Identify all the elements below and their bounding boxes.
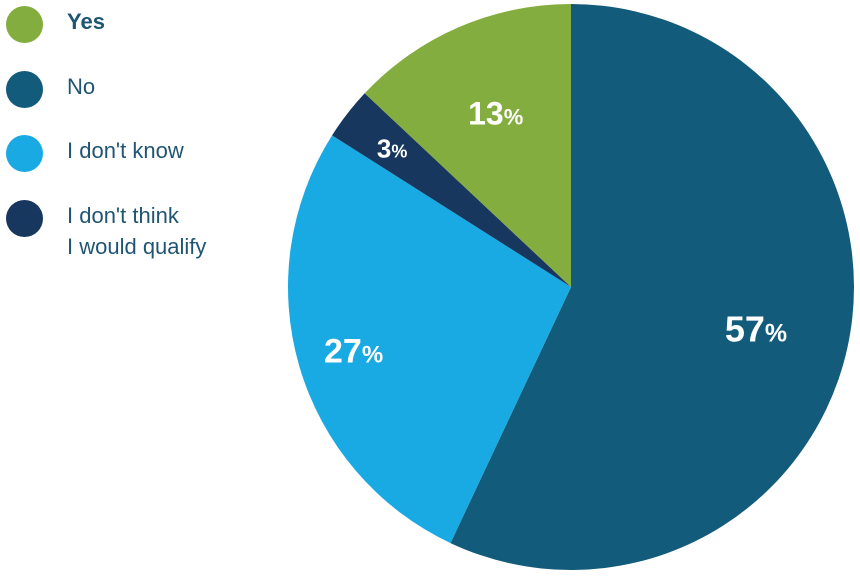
legend-swatch-dont-know	[6, 135, 43, 172]
legend-label-would-not-qualify: I don't think I would qualify	[67, 203, 207, 259]
legend-item-would-not-qualify: I don't think I would qualify	[6, 200, 206, 262]
pie-label-3: 13%	[468, 96, 523, 132]
legend-swatch-no	[6, 71, 43, 108]
legend-item-yes: Yes	[6, 6, 105, 43]
pie-slice-3	[364, 4, 571, 287]
legend-label-no: No	[67, 74, 96, 99]
pie-label-2: 3%	[377, 134, 407, 164]
legend-label-dont-know: I don't know	[67, 138, 184, 163]
legend-item-no: No	[6, 71, 95, 108]
legend-label-yes: Yes	[67, 9, 105, 34]
legend-swatch-would-not-qualify	[6, 200, 43, 237]
pie-slice-1	[288, 135, 571, 544]
legend-item-dont-know: I don't know	[6, 135, 184, 172]
pie-label-0: 57%	[725, 308, 787, 349]
pie-label-1: 27%	[324, 332, 383, 370]
legend-swatch-yes	[6, 6, 43, 43]
pie-slice-2	[332, 93, 571, 288]
pie-slice-0	[450, 4, 854, 570]
